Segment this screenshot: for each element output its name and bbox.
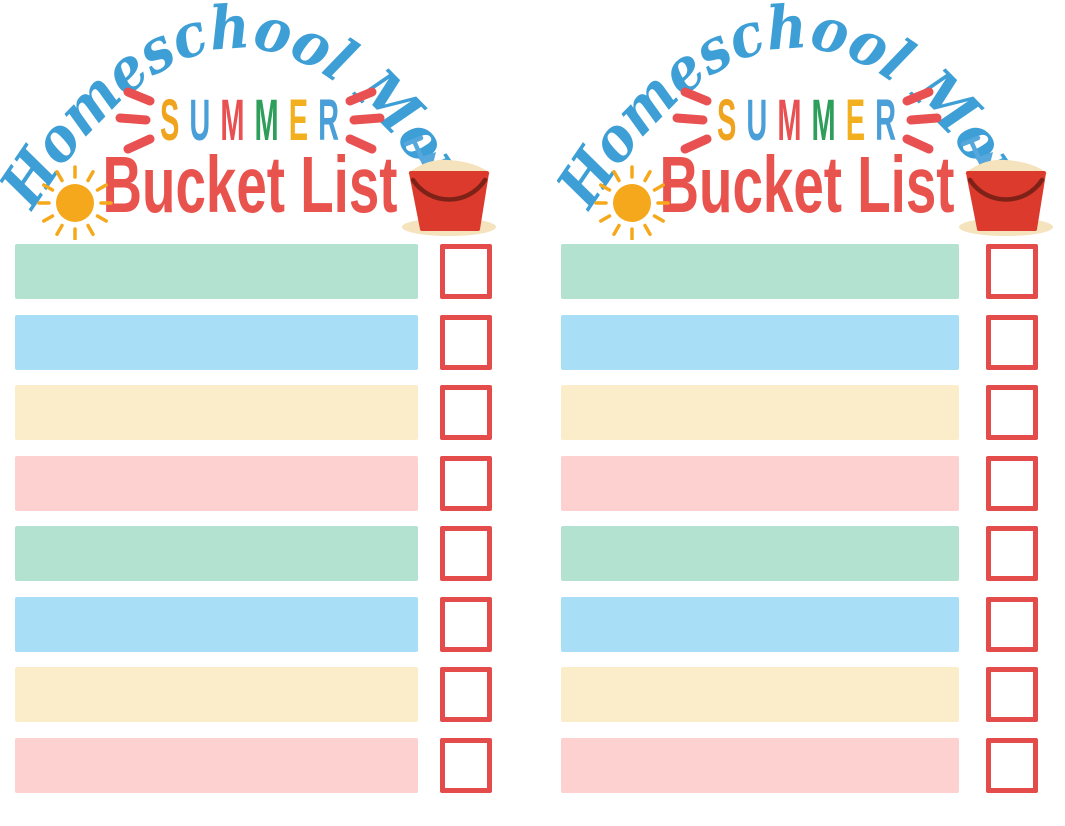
subtitle-text: Bucket List (103, 140, 398, 229)
list-line[interactable] (561, 667, 959, 722)
checkbox[interactable] (440, 596, 492, 652)
checklist-row (0, 385, 530, 440)
list-line[interactable] (15, 244, 418, 299)
burst-left-icon (672, 87, 712, 154)
list-line[interactable] (15, 526, 418, 581)
checkbox[interactable] (986, 526, 1038, 581)
checklist-right (535, 244, 1065, 793)
checkbox[interactable] (440, 455, 492, 511)
checklist-row (535, 455, 1065, 511)
header-artwork: Homeschool Mom S U M M E R Bucket List (557, 0, 1053, 240)
checklist-row (0, 455, 530, 511)
checkbox[interactable] (986, 737, 1038, 793)
list-line[interactable] (561, 737, 959, 793)
list-line[interactable] (561, 526, 959, 581)
checkbox[interactable] (986, 385, 1038, 440)
checkbox[interactable] (440, 667, 492, 722)
checklist-row (0, 737, 530, 793)
checklist-row (0, 526, 530, 581)
sand-bucket-icon (402, 135, 496, 236)
checkbox[interactable] (986, 455, 1038, 511)
burst-left-icon (115, 87, 155, 154)
shovel-icon (403, 135, 436, 172)
list-line[interactable] (561, 455, 959, 511)
checkbox[interactable] (440, 737, 492, 793)
sun-icon (37, 165, 113, 240)
list-line[interactable] (561, 596, 959, 652)
header-artwork: Homeschool Mom S U M M E R Bucket List (0, 0, 496, 240)
checkbox[interactable] (986, 667, 1038, 722)
checkbox[interactable] (440, 385, 492, 440)
checkbox[interactable] (440, 244, 492, 299)
checkbox[interactable] (440, 526, 492, 581)
checklist-row (535, 314, 1065, 370)
list-line[interactable] (561, 385, 959, 440)
checkbox[interactable] (986, 314, 1038, 370)
burst-right-icon (345, 87, 385, 154)
checklist-row (535, 596, 1065, 652)
list-line[interactable] (15, 737, 418, 793)
checklist-row (535, 526, 1065, 581)
list-line[interactable] (15, 314, 418, 370)
checkbox[interactable] (986, 244, 1038, 299)
list-line[interactable] (15, 385, 418, 440)
sun-icon (594, 165, 670, 240)
list-line[interactable] (15, 596, 418, 652)
checklist-row (535, 244, 1065, 299)
sand-bucket-icon (959, 135, 1053, 236)
checklist-row (0, 244, 530, 299)
list-line[interactable] (15, 455, 418, 511)
checklist-row (0, 596, 530, 652)
summer-title: S U M M E R (717, 88, 897, 153)
checklist-row (0, 314, 530, 370)
checkbox[interactable] (440, 314, 492, 370)
list-line[interactable] (561, 314, 959, 370)
checkbox[interactable] (986, 596, 1038, 652)
checklist-row (535, 385, 1065, 440)
summer-title: S U M M E R (160, 88, 340, 153)
bucket-list-panel-right: Homeschool Mom S U M M E R Bucket List (535, 0, 1065, 826)
checklist-row (0, 667, 530, 722)
subtitle-text: Bucket List (660, 140, 955, 229)
list-line[interactable] (561, 244, 959, 299)
list-line[interactable] (15, 667, 418, 722)
bucket-list-panel-left: Homeschool Mom S U M M E R Bucket List (0, 0, 530, 826)
checklist-left (0, 244, 530, 793)
checklist-row (535, 667, 1065, 722)
burst-right-icon (902, 87, 942, 154)
checklist-row (535, 737, 1065, 793)
